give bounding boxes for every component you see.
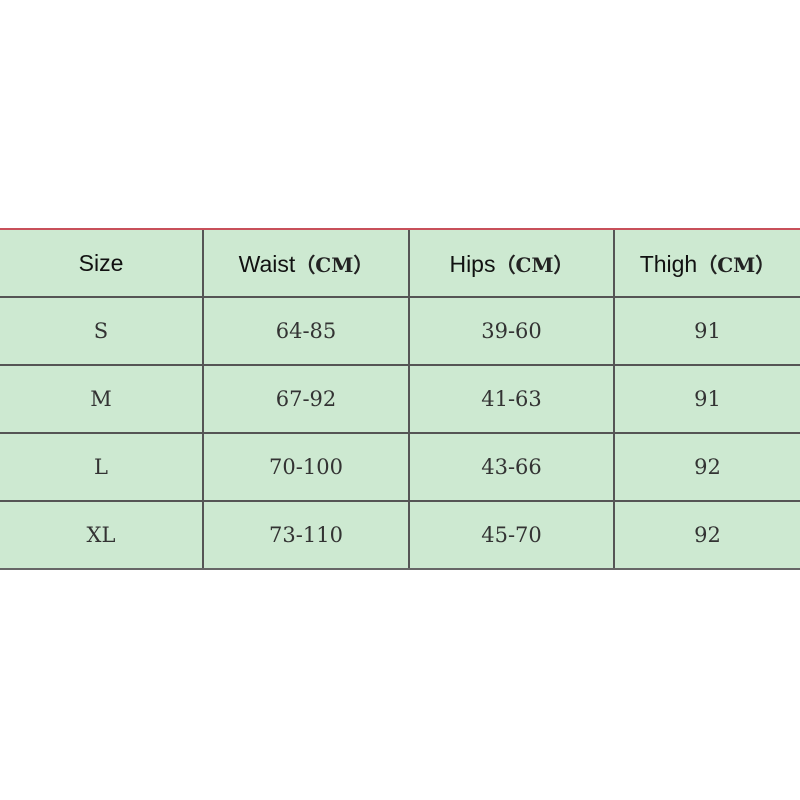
header-label: Hips	[449, 250, 496, 277]
header-label: Size	[78, 249, 124, 276]
cell-hips: 43-66	[408, 432, 615, 502]
header-unit: （CM）	[697, 252, 776, 277]
cell-waist: 67-92	[202, 364, 410, 434]
cell-size: S	[0, 296, 204, 366]
cell-hips: 39-60	[408, 296, 615, 366]
header-label: Thigh	[639, 250, 698, 277]
cell-thigh: 91	[613, 364, 800, 434]
header-waist: Waist（CM）	[202, 230, 410, 298]
header-row: Size Waist（CM） Hips（CM） Thigh（CM）	[0, 230, 800, 298]
table-row: XL 73-110 45-70 92	[0, 500, 800, 570]
header-thigh: Thigh（CM）	[613, 230, 800, 298]
header-label: Waist	[238, 250, 296, 277]
cell-size: L	[0, 432, 204, 502]
cell-thigh: 92	[613, 432, 800, 502]
header-hips: Hips（CM）	[408, 230, 615, 298]
header-unit: （CM）	[495, 252, 574, 277]
table-row: M 67-92 41-63 91	[0, 364, 800, 434]
cell-size: XL	[0, 500, 204, 570]
cell-waist: 70-100	[202, 432, 410, 502]
size-chart-table: Size Waist（CM） Hips（CM） Thigh（CM） S 64-8…	[0, 228, 800, 570]
table-row: L 70-100 43-66 92	[0, 432, 800, 502]
table-row: S 64-85 39-60 91	[0, 296, 800, 366]
cell-thigh: 91	[613, 296, 800, 366]
cell-waist: 64-85	[202, 296, 410, 366]
cell-hips: 41-63	[408, 364, 615, 434]
cell-size: M	[0, 364, 204, 434]
cell-waist: 73-110	[202, 500, 410, 570]
cell-thigh: 92	[613, 500, 800, 570]
header-unit: （CM）	[295, 252, 374, 277]
cell-hips: 45-70	[408, 500, 615, 570]
header-size: Size	[0, 230, 204, 298]
